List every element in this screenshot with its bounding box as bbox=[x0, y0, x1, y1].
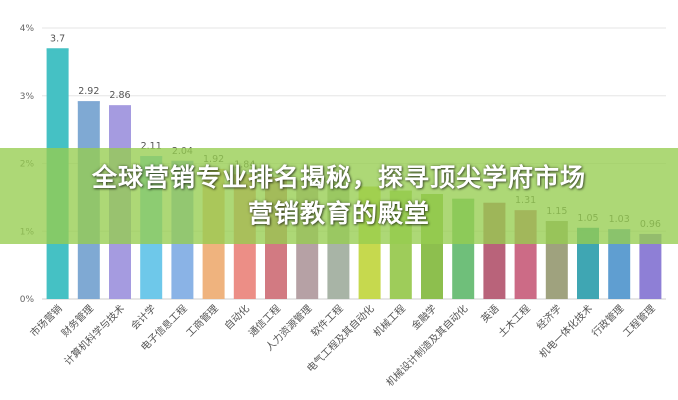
y-tick-label: 0% bbox=[20, 295, 35, 305]
category-label: 经济学 bbox=[534, 302, 564, 332]
title-banner: 全球营销专业排名揭秘，探寻顶尖学府市场 营销教育的殿堂 bbox=[0, 148, 678, 244]
category-label: 机电一体化技术 bbox=[536, 302, 595, 361]
bar bbox=[639, 233, 662, 299]
bar-value-label: 2.11 bbox=[141, 141, 162, 152]
category-label: 会计学 bbox=[128, 302, 158, 332]
category-label: 英语 bbox=[478, 302, 501, 325]
category-label: 工程管理 bbox=[620, 302, 657, 339]
bar-value-label: 2.92 bbox=[78, 86, 99, 97]
bar-value-label: 2.86 bbox=[109, 90, 130, 101]
category-label: 金融学 bbox=[409, 302, 439, 332]
bar-cap bbox=[46, 48, 69, 51]
category-label: 自动化 bbox=[222, 302, 252, 332]
banner-line-2: 营销教育的殿堂 bbox=[247, 199, 430, 228]
y-tick-label: 3% bbox=[20, 92, 35, 102]
bar-cap bbox=[109, 105, 131, 108]
category-label: 行政管理 bbox=[589, 302, 626, 339]
banner-line-1: 全球营销专业排名揭秘，探寻顶尖学府市场 bbox=[91, 163, 586, 192]
bar bbox=[608, 229, 631, 299]
bar-value-label: 3.7 bbox=[50, 33, 65, 44]
bar-cap bbox=[77, 101, 100, 104]
category-label: 机械工程 bbox=[370, 302, 407, 339]
category-label: 土木工程 bbox=[495, 302, 532, 339]
bar bbox=[577, 227, 599, 299]
category-label: 工商管理 bbox=[183, 302, 220, 339]
category-label: 市场营销 bbox=[27, 302, 64, 339]
y-tick-label: 4% bbox=[20, 24, 35, 34]
